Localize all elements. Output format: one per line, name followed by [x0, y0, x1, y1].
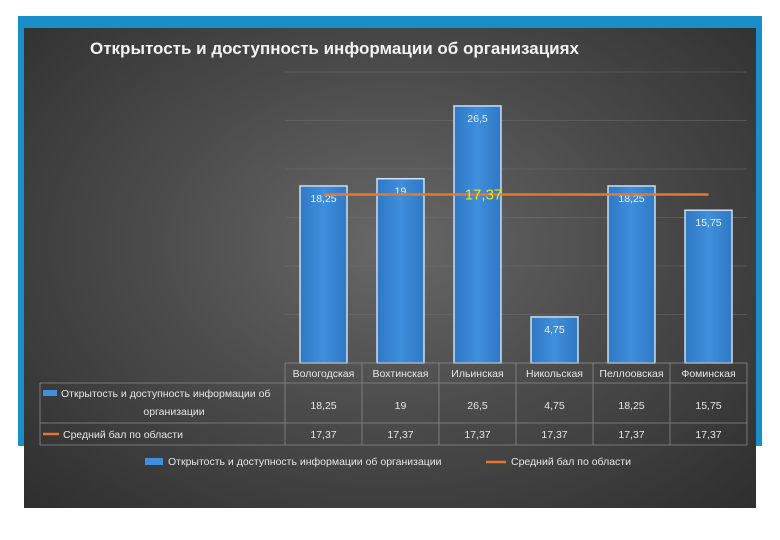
table-bar-value: 4,75	[544, 400, 565, 412]
bar-data-label: 15,75	[695, 217, 721, 229]
table-bar-value: 18,25	[618, 400, 644, 412]
table-bar-value: 18,25	[310, 400, 336, 412]
table-average-value: 17,37	[618, 429, 644, 441]
bar	[607, 185, 656, 364]
chart-title: Открытость и доступность информации об о…	[90, 39, 580, 58]
table-bar-value: 26,5	[467, 400, 488, 412]
category-label: Пеллоовская	[599, 368, 663, 380]
category-label: Вологодская	[293, 368, 355, 380]
average-line-label: 17,37	[465, 187, 503, 204]
category-label: Ильинская	[451, 368, 503, 380]
table-bar-value: 15,75	[695, 400, 721, 412]
frame-left-bar	[18, 16, 24, 446]
bar-data-label: 18,25	[618, 193, 644, 205]
bar-data-label: 4,75	[544, 324, 565, 336]
frame-top-bar	[18, 16, 762, 30]
bar	[299, 185, 348, 364]
gridlines	[285, 71, 747, 364]
bar	[376, 177, 425, 364]
table-bar-swatch	[43, 390, 57, 396]
bar	[684, 209, 733, 364]
bar-data-label: 19	[395, 186, 407, 198]
data-table: Вологодская 18,25 17,37 Вохтинская 19 17,37 Ил…	[39, 362, 748, 446]
table-average-value: 17,37	[464, 429, 490, 441]
bar-series: 18,25 19 26,5 4,75 18,25 15,75	[299, 105, 733, 364]
category-label: Вохтинская	[373, 368, 429, 380]
bar	[530, 316, 579, 364]
table-average-value: 17,37	[387, 429, 413, 441]
legend-average-label: Средний бал по области	[511, 456, 631, 468]
legend: Открытость и доступность информации об о…	[145, 456, 631, 468]
table-average-value: 17,37	[695, 429, 721, 441]
table-bar-value: 19	[395, 400, 407, 412]
table-row-label-bar-line1: Открытость и доступность информации об	[61, 388, 270, 400]
bar	[453, 105, 502, 364]
frame-right-bar	[756, 16, 762, 446]
table-average-value: 17,37	[310, 429, 336, 441]
bar-data-label: 26,5	[467, 113, 488, 125]
table-average-value: 17,37	[541, 429, 567, 441]
category-label: Фоминская	[681, 368, 735, 380]
average-line-series: 17,37	[323, 187, 709, 204]
category-label: Никольская	[526, 368, 583, 380]
bar-data-label: 18,25	[310, 193, 336, 205]
table-row-label-bar-line2: организации	[143, 406, 204, 418]
legend-bar-label: Открытость и доступность информации об о…	[168, 456, 442, 468]
table-row-label-average: Средний бал по области	[63, 429, 183, 441]
chart: Открытость и доступность информации об о…	[39, 39, 748, 468]
legend-bar-swatch	[145, 458, 163, 465]
